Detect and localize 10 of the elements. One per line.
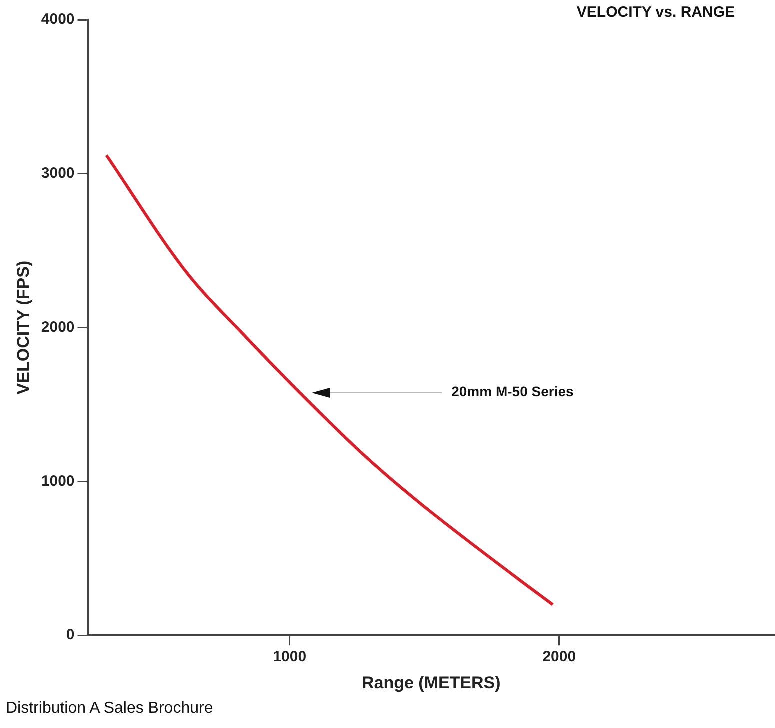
x-axis-title: Range (METERS)	[362, 673, 501, 692]
y-tick-label: 4000	[41, 11, 75, 28]
text: Distribution A Sales Brochure	[6, 700, 214, 718]
y-tick-label: 3000	[41, 165, 75, 182]
y-tick-label: 2000	[41, 318, 75, 336]
y-axis-title: VELOCITY (FPS)	[14, 260, 33, 395]
y-tick-label: 0	[66, 626, 75, 644]
y-tick-label: 1000	[41, 472, 75, 490]
text: 20mm M-50 Series	[452, 383, 574, 400]
chart-title: VELOCITY vs. RANGE	[576, 4, 735, 21]
